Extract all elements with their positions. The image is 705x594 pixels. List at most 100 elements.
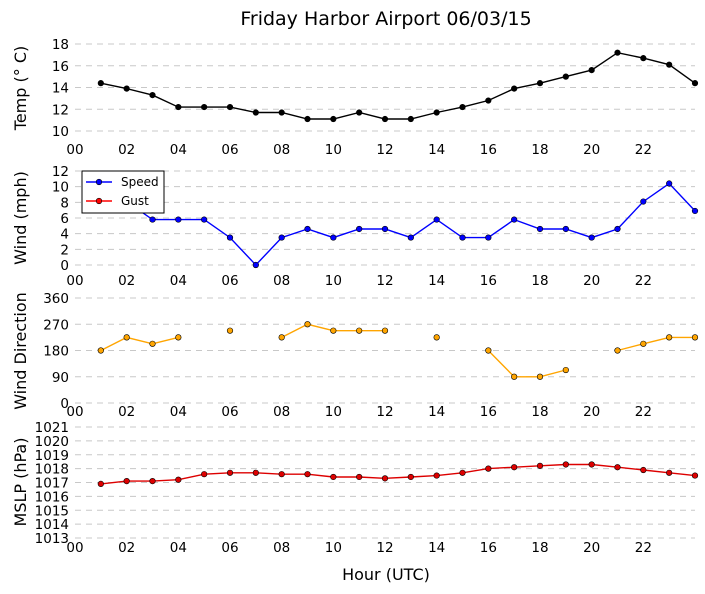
data-point [226,469,234,476]
data-point [511,85,518,92]
x-tick-label: 04 [170,142,187,158]
y-tick-label: 1014 [35,517,69,533]
data-point [459,234,466,241]
data-point [356,327,363,334]
data-point [252,469,259,476]
data-point [201,216,208,223]
y-tick-label: 6 [60,211,69,227]
series-line [100,336,179,352]
data-point [433,109,440,116]
data-point [149,216,156,223]
x-tick-label: 02 [118,540,135,556]
data-point [433,334,440,341]
x-tick-label: 10 [325,540,342,556]
data-point [330,473,337,481]
data-point [485,234,492,241]
y-tick-label: 180 [43,344,69,360]
data-point [562,461,569,468]
y-tick-label: 12 [52,164,69,180]
x-tick-label: 18 [531,142,548,158]
x-tick-label: 22 [635,540,652,556]
x-tick-label: 18 [531,404,548,420]
data-point [123,478,130,485]
data-point [640,466,647,474]
chart-title: Friday Harbor Airport 06/03/15 [240,8,531,30]
data-point [356,473,363,481]
data-point [252,109,259,116]
data-point [485,465,492,472]
data-point [640,340,647,347]
data-point [381,115,389,123]
y-tick-label: 1015 [35,503,69,519]
data-point [691,472,699,479]
x-tick-label: 22 [635,273,652,289]
y-tick-label: 16 [52,59,69,75]
x-tick-label: 12 [376,142,393,158]
data-point [175,103,182,111]
x-tick-label: 18 [531,273,548,289]
y-tick-label: 4 [60,227,69,243]
data-point [97,347,104,354]
data-point [459,103,466,111]
data-point [536,462,544,469]
x-tick-label: 06 [221,540,238,556]
x-tick-label: 06 [221,142,238,158]
data-point [123,334,130,341]
y-tick-label: 18 [52,37,69,53]
data-point [511,216,518,223]
data-point [562,366,569,374]
data-point [433,472,440,479]
data-point [614,225,621,233]
y-tick-label: 14 [52,81,69,97]
x-tick-label: 16 [480,142,497,158]
data-point [614,464,621,471]
y-tick-label: 1017 [35,476,69,492]
data-point [278,334,285,341]
data-point [304,471,311,478]
data-point [278,471,285,478]
x-tick-label: 10 [325,142,342,158]
y-tick-label: 1021 [35,420,69,436]
x-tick-label: 06 [221,404,238,420]
y-tick-label: 1018 [35,462,69,478]
data-point [536,225,544,233]
data-point [330,234,337,241]
y-tick-label: 2 [60,242,69,258]
data-point [407,115,414,123]
legend-label: Gust [121,194,149,208]
x-tick-label: 20 [583,404,600,420]
data-point [304,225,311,233]
data-point [175,216,182,223]
x-tick-label: 20 [583,273,600,289]
x-tick-label: 02 [118,142,135,158]
data-point [640,55,647,62]
x-tick-label: 08 [273,142,290,158]
x-tick-label: 10 [325,404,342,420]
x-tick-label: 14 [428,142,445,158]
data-point [691,334,699,341]
x-tick-label: 12 [376,540,393,556]
data-point [381,225,389,233]
y-tick-label: 360 [43,291,69,307]
x-tick-label: 00 [66,273,83,289]
data-point [356,225,363,233]
y-tick-label: 270 [43,317,69,333]
y-tick-label: 90 [52,370,69,386]
x-tick-label: 06 [221,273,238,289]
data-point [562,225,569,233]
y-tick-label: 10 [52,180,69,196]
data-point [330,115,337,123]
data-point [149,92,156,99]
y-tick-label: 0 [60,396,69,412]
data-point [640,198,647,205]
data-point [407,234,414,241]
y-axis-label: Wind Direction [11,292,30,410]
data-point [485,97,492,104]
legend-marker [95,197,103,205]
panel-3: 0 90 180 270 360 00 02 04 06 08 10 12 14 16 18 20 22 Wind… [11,291,699,420]
legend-box [81,170,165,214]
data-point [226,103,234,111]
y-axis-label: Temp (° C) [11,46,30,131]
x-tick-label: 12 [376,273,393,289]
